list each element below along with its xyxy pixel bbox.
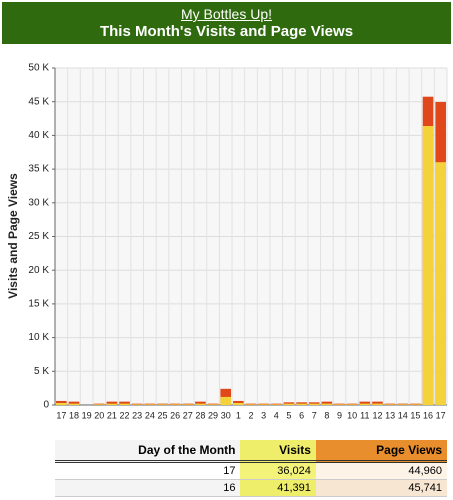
- bar: [359, 403, 371, 405]
- y-tick-label: 30 K: [28, 197, 49, 208]
- bar: [258, 404, 269, 405]
- table-cell: 41,391: [240, 479, 316, 497]
- table-cell: 44,960: [315, 461, 447, 480]
- x-tick-label: 8: [324, 410, 329, 420]
- table-header: Visits: [240, 440, 316, 463]
- table-cell: 17: [55, 461, 241, 480]
- table-cell: 36,024: [240, 461, 316, 480]
- bar: [106, 401, 118, 405]
- y-tick-label: 45 K: [28, 96, 49, 107]
- bar: [410, 404, 421, 405]
- x-tick-label: 21: [107, 410, 117, 420]
- x-tick-label: 16: [423, 410, 433, 420]
- bar: [220, 396, 232, 405]
- x-tick-label: 17: [56, 410, 66, 420]
- x-tick-label: 19: [82, 410, 92, 420]
- y-tick-label: 5 K: [34, 366, 49, 377]
- bar: [245, 404, 257, 405]
- x-tick-label: 17: [436, 410, 446, 420]
- bar: [144, 404, 156, 405]
- x-tick-label: 22: [120, 410, 130, 420]
- data-table: Day of the Month Visits Page Views 17 36…: [55, 440, 447, 497]
- y-tick-label: 15 K: [28, 299, 49, 310]
- x-tick-label: 14: [398, 410, 408, 420]
- x-tick-label: 24: [145, 410, 155, 420]
- y-axis-label: Visits and Page Views: [6, 173, 20, 299]
- y-tick-label: 25 K: [28, 231, 49, 242]
- bar: [334, 404, 345, 405]
- bar: [195, 403, 206, 405]
- bar: [422, 126, 434, 405]
- bar: [119, 403, 130, 405]
- x-tick-label: 30: [221, 410, 231, 420]
- x-tick-label: 7: [312, 410, 317, 420]
- bar: [157, 404, 168, 405]
- y-tick-label: 35 K: [28, 164, 49, 175]
- y-tick-label: 40 K: [28, 130, 49, 141]
- x-tick-label: 10: [347, 410, 357, 420]
- x-tick-label: 23: [132, 410, 142, 420]
- bar: [119, 401, 130, 405]
- bar: [131, 404, 143, 405]
- table-cell: 45,741: [315, 479, 447, 497]
- bar: [68, 401, 80, 405]
- x-tick-label: 5: [286, 410, 291, 420]
- bar: [93, 404, 105, 405]
- header: My Bottles Up! This Month's Visits and P…: [2, 2, 451, 44]
- x-tick-label: 26: [170, 410, 180, 420]
- site-link[interactable]: My Bottles Up!: [180, 6, 273, 22]
- bar: [308, 403, 320, 405]
- x-tick-label: 25: [157, 410, 167, 420]
- bar: [372, 401, 383, 405]
- bar: [384, 404, 396, 405]
- bar: [308, 402, 320, 405]
- x-tick-label: 11: [360, 410, 369, 420]
- x-tick-label: 12: [372, 410, 382, 420]
- bar: [359, 401, 371, 405]
- bar: [435, 162, 446, 405]
- bar: [372, 403, 383, 405]
- bar: [68, 403, 80, 405]
- y-tick-label: 50 K: [28, 63, 49, 74]
- x-tick-label: 18: [69, 410, 79, 420]
- table-header: Page Views: [315, 440, 447, 463]
- chart: Visits and Page Views 05 K10 K15 K20 K25…: [6, 63, 448, 420]
- x-tick-label: 9: [337, 410, 342, 420]
- page-title: This Month's Visits and Page Views: [99, 23, 354, 40]
- x-tick-label: 2: [248, 410, 253, 420]
- y-tick-label: 20 K: [28, 265, 49, 276]
- x-tick-label: 3: [261, 410, 266, 420]
- x-tick-label: 15: [410, 410, 420, 420]
- bar: [169, 404, 181, 405]
- bar: [321, 401, 333, 405]
- x-tick-label: 20: [94, 410, 104, 420]
- x-tick-label: 1: [236, 410, 241, 420]
- bar: [397, 404, 409, 405]
- x-tick-label: 4: [274, 410, 279, 420]
- bar: [283, 403, 295, 405]
- bar: [321, 403, 333, 405]
- bar: [233, 402, 244, 405]
- y-tick-label: 10 K: [28, 332, 49, 343]
- x-tick-label: 28: [195, 410, 205, 420]
- bar: [270, 404, 282, 405]
- x-tick-label: 13: [385, 410, 395, 420]
- bar: [207, 404, 219, 405]
- bar: [195, 401, 206, 405]
- bar: [56, 402, 67, 405]
- table-header: Day of the Month: [55, 440, 241, 463]
- x-tick-label: 27: [183, 410, 193, 420]
- bar: [283, 402, 295, 405]
- bar: [296, 403, 307, 405]
- y-tick-label: 0: [43, 400, 49, 411]
- bar: [106, 403, 118, 405]
- table-cell: 16: [55, 479, 241, 497]
- bar: [182, 404, 194, 405]
- bar: [346, 404, 358, 405]
- x-tick-label: 29: [208, 410, 218, 420]
- bar: [296, 402, 307, 405]
- x-tick-label: 6: [299, 410, 304, 420]
